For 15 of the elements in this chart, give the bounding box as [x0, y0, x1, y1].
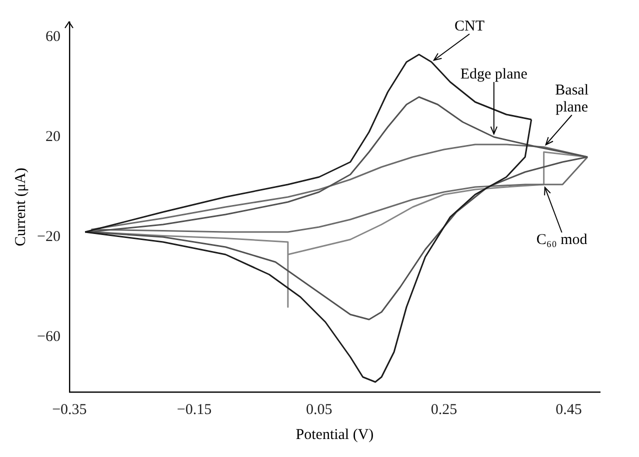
annotation: CNT — [454, 18, 484, 34]
annotation: C₆₀ mod — [536, 232, 588, 248]
x-tick-label: 0.05 — [306, 402, 332, 418]
y-tick-label: −60 — [36, 328, 60, 345]
x-axis-title: Potential (V) — [296, 426, 374, 443]
x-tick-label: 0.45 — [556, 402, 582, 418]
y-axis-title: Current (μA) — [12, 168, 29, 246]
y-tick-label: 60 — [45, 28, 60, 45]
y-tick-label: 20 — [45, 128, 60, 145]
x-tick-label: −0.15 — [176, 402, 212, 418]
x-tick-label: 0.25 — [430, 402, 458, 418]
annotation: Basal plane — [555, 82, 588, 116]
annotation: Edge plane — [460, 66, 528, 82]
y-tick-label: −20 — [36, 228, 60, 245]
x-tick-label: −0.35 — [52, 402, 87, 418]
